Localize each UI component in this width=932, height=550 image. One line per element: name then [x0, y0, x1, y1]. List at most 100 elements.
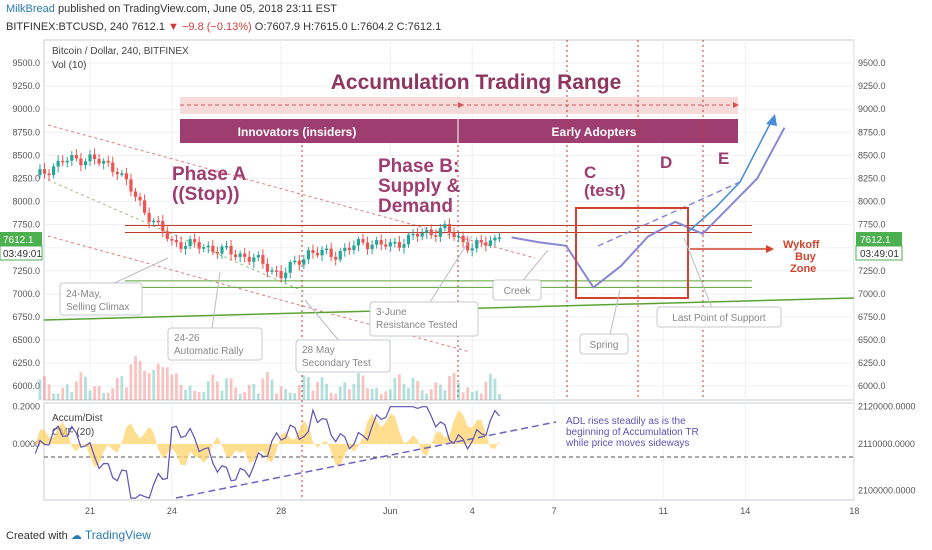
left-price-tag [0, 232, 42, 246]
volume-bar [284, 389, 288, 400]
candle-body [229, 245, 233, 255]
price-tick-right: 9250.0 [858, 81, 886, 91]
volume-bar [448, 376, 451, 400]
volume-bar [106, 392, 110, 400]
test-box [575, 207, 689, 299]
candle-body [447, 224, 452, 233]
candle-body [352, 245, 356, 251]
candle-body [47, 173, 51, 176]
price-tick-right: 6750.0 [858, 312, 886, 322]
volume-bar [316, 382, 319, 400]
volume-bar [325, 383, 328, 400]
innovators-band [180, 119, 458, 143]
adl-note-line-3: while price moves sideways [565, 438, 689, 449]
accum-dist-label: Accum/Dist [52, 413, 103, 424]
adl-trendline [175, 421, 557, 499]
volume-bar [338, 386, 342, 400]
volume-bar [347, 389, 351, 400]
candle-body [215, 251, 219, 254]
candle-body [393, 241, 397, 244]
volume-bar [270, 379, 274, 400]
candle-body [297, 260, 301, 265]
symbol-name: BITFINEX:BTCUSD, 240 [6, 21, 129, 33]
price-axis: 9500.0 9500.0 9250.0 9250.0 9000.0 9000.0 8750… [12, 58, 885, 391]
volume-bar [475, 390, 479, 400]
volume-bar [170, 374, 174, 400]
volume-bar [457, 382, 460, 400]
volume-bar [307, 376, 310, 400]
indicator-tick-right: 2100000.0000 [858, 486, 916, 496]
candle-body [70, 155, 74, 161]
price-tick-right: 6000.0 [858, 381, 886, 391]
phase-e-label: E [718, 149, 729, 168]
volume-bar [120, 376, 124, 400]
volume-bar [425, 393, 429, 400]
volume-bar [302, 375, 306, 400]
selling-climax-text: Selling Climax [66, 302, 129, 313]
time-tick-label: 24 [167, 506, 177, 516]
indicator-tick-left: 0.2000 [12, 402, 40, 412]
spring-label: Spring [590, 340, 619, 351]
candle-body [138, 196, 142, 201]
price-tick-left: 7000.0 [12, 289, 40, 299]
volume-bar [434, 382, 438, 400]
candle-body [261, 255, 265, 264]
candle-body [466, 242, 470, 251]
candle-body [402, 244, 406, 248]
volume-bar [70, 391, 74, 400]
published-text: published on TradingView.com, June 05, 2… [57, 3, 338, 15]
volume-bar [366, 388, 369, 400]
candle-body [270, 270, 274, 272]
volume-bar [247, 384, 251, 400]
candle-body [443, 224, 447, 229]
volume-bar [206, 381, 210, 400]
price-tick-right: 7000.0 [858, 289, 886, 299]
candle-body [288, 262, 292, 273]
callout-leaders [109, 235, 713, 343]
volume-bar [489, 373, 492, 400]
volume-bar [193, 390, 197, 400]
indicator-tick-right: 2110000.0000 [858, 439, 915, 449]
indicator-tick-left: 0.0000 [12, 439, 40, 449]
right-countdown-text: 03:49:01 [860, 249, 899, 260]
candle-body [320, 249, 324, 256]
volume-bar [61, 387, 65, 400]
volume-bar [152, 369, 156, 400]
volume-bar [147, 373, 151, 400]
buy-zone-arrow-head [766, 245, 774, 253]
phase-a-stop-label: ((Stop)) [172, 184, 240, 205]
candle-body [120, 173, 124, 175]
volume-bar [234, 387, 237, 400]
candle-body [165, 231, 169, 240]
price-tick-left: 9250.0 [12, 81, 40, 91]
volume-bar [102, 392, 106, 400]
candle-body [311, 250, 315, 253]
volume-bar [275, 393, 278, 400]
price-change: ▼ −9.8 (−0.13%) [168, 21, 252, 33]
volume-bar [97, 386, 101, 400]
footer: Created with ☁ TradingView [6, 528, 151, 542]
volume-bar [134, 356, 137, 400]
range-arrow-end [733, 102, 739, 108]
price-tick-left: 7250.0 [12, 266, 40, 276]
candle-body [38, 169, 42, 176]
volume-bar [197, 392, 201, 400]
tradingview-link[interactable]: TradingView [84, 528, 151, 542]
volume-bar [125, 387, 128, 400]
creek-box [492, 279, 542, 301]
candle-body [343, 247, 347, 252]
volume-bar [429, 389, 433, 400]
volume-bar [261, 378, 265, 400]
volume-bar [161, 367, 165, 400]
candle-body [74, 155, 78, 159]
time-tick-label: 18 [849, 506, 859, 516]
cmf-label: CMF (20) [52, 427, 94, 438]
volume-bar [93, 386, 96, 400]
resistance-tested-date: 3-June [376, 307, 407, 318]
author-name[interactable]: MilkBread [6, 3, 55, 15]
volume-bar [329, 392, 333, 400]
volume-bar [79, 372, 83, 400]
last-point-support-label: Last Point of Support [672, 313, 766, 324]
automatic-rally-text: Automatic Rally [174, 346, 243, 357]
